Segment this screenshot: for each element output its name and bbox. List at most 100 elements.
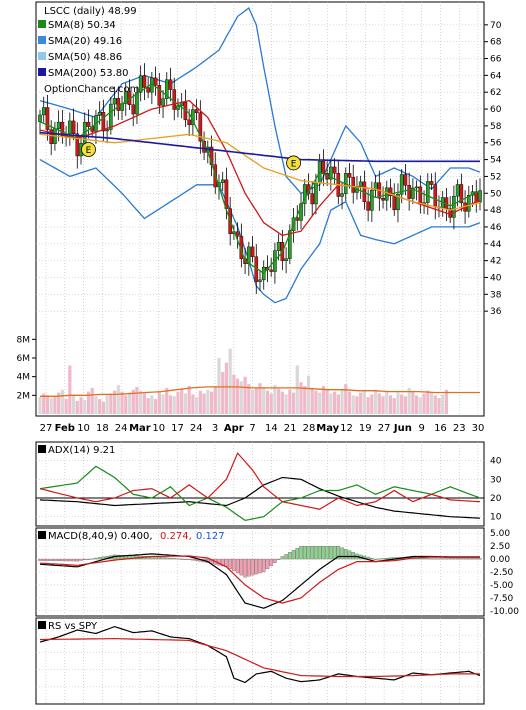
candle-up bbox=[112, 98, 117, 105]
adx-legend-swatch bbox=[38, 445, 46, 453]
rs-title: RS vs SPY bbox=[48, 621, 98, 632]
date-label: 12 bbox=[340, 423, 353, 434]
volume-bar bbox=[109, 393, 113, 414]
volume-bar bbox=[269, 393, 273, 414]
volume-bar bbox=[433, 395, 437, 414]
candle-down bbox=[250, 246, 255, 257]
macd-histogram-bar bbox=[463, 558, 467, 560]
macd-histogram-bar bbox=[116, 554, 121, 560]
legend-item: SMA(20) 49.16 bbox=[48, 36, 122, 47]
adx-title: ADX(14) 9.21 bbox=[48, 445, 115, 456]
volume-bar bbox=[90, 387, 94, 414]
macd-histogram-bar bbox=[433, 558, 438, 560]
volume-bar bbox=[280, 391, 284, 414]
candle-down bbox=[403, 174, 408, 186]
candle-up bbox=[138, 75, 143, 93]
candle-up bbox=[478, 190, 482, 203]
volume-bar bbox=[362, 390, 367, 414]
volume-bar bbox=[366, 397, 370, 414]
macd-tick-label: 2.50 bbox=[490, 542, 510, 552]
volume-bar bbox=[68, 365, 72, 414]
macd-histogram-bar bbox=[284, 554, 288, 560]
macd-histogram-bar bbox=[455, 558, 460, 560]
volume-bar bbox=[161, 394, 165, 414]
rs-panel: RS vs SPY bbox=[36, 621, 484, 688]
volume-bar bbox=[377, 393, 381, 414]
date-label: Jun bbox=[393, 423, 412, 434]
volume-bar bbox=[38, 397, 42, 414]
macd-tick-label: 5.00 bbox=[490, 529, 510, 539]
volume-bar bbox=[344, 384, 348, 414]
date-label: 27 bbox=[378, 423, 391, 434]
candle-down bbox=[49, 129, 53, 144]
volume-bar bbox=[329, 393, 333, 414]
macd-histogram-bar bbox=[299, 545, 303, 560]
candle-up bbox=[467, 195, 471, 212]
candle-up bbox=[288, 230, 292, 259]
volume-bar bbox=[332, 391, 337, 414]
earnings-marker-label: E bbox=[291, 159, 297, 169]
macd-histogram-bar bbox=[228, 558, 232, 570]
macd-tick-label: -7.50 bbox=[490, 594, 514, 604]
candle-up bbox=[56, 121, 61, 129]
legend-item: SMA(200) 53.80 bbox=[48, 68, 129, 79]
macd-histogram-bar bbox=[329, 545, 333, 560]
legend-swatch bbox=[38, 20, 46, 28]
macd-histogram-bar bbox=[157, 556, 162, 560]
volume-bar bbox=[64, 399, 68, 414]
macd-histogram-bar bbox=[381, 558, 385, 560]
volume-bar bbox=[53, 396, 57, 414]
volume-bar bbox=[42, 393, 46, 414]
macd-histogram-bar bbox=[97, 557, 102, 560]
candle-up bbox=[97, 112, 102, 116]
date-label: 17 bbox=[171, 423, 184, 434]
macd-histogram-bar bbox=[448, 558, 452, 560]
volume-bar bbox=[139, 390, 143, 414]
price-tick-label: 58 bbox=[490, 122, 502, 132]
candle-down bbox=[418, 186, 423, 205]
date-label: 24 bbox=[115, 423, 128, 434]
volume-bar bbox=[198, 390, 202, 414]
candle-down bbox=[347, 173, 352, 178]
macd-histogram-bar bbox=[86, 558, 91, 560]
line-sma8 bbox=[39, 83, 481, 275]
volume-bar bbox=[422, 393, 426, 414]
candle-down bbox=[116, 98, 121, 111]
macd-histogram-bar bbox=[191, 558, 195, 561]
earnings-marker-1 bbox=[81, 142, 96, 157]
volume-tick-label: 6M bbox=[17, 354, 31, 364]
macd-histogram-bar bbox=[235, 558, 240, 574]
volume-tick-label: 4M bbox=[17, 373, 31, 383]
candle-up bbox=[38, 114, 42, 122]
adx-panel: 40 30 20 10 ADX(14) 9.21 bbox=[36, 445, 502, 523]
price-tick-label: 56 bbox=[490, 139, 502, 149]
macd-histogram-bar bbox=[340, 547, 344, 560]
date-label: 28 bbox=[303, 423, 316, 434]
price-tick-label: 44 bbox=[490, 240, 502, 250]
macd-histogram-bar bbox=[243, 558, 247, 578]
price-tick-label: 62 bbox=[490, 88, 501, 98]
earnings-marker-2 bbox=[286, 155, 301, 171]
price-tick-label: 54 bbox=[490, 156, 502, 166]
volume-bar bbox=[146, 398, 150, 414]
candle-down bbox=[153, 77, 158, 86]
volume-bar bbox=[116, 385, 120, 414]
candle-up bbox=[414, 186, 419, 189]
macd-histogram-bar bbox=[325, 545, 329, 560]
candle-down bbox=[366, 201, 370, 211]
volume-bar bbox=[168, 395, 173, 414]
macd-histogram-bar bbox=[261, 558, 266, 573]
candle-up bbox=[370, 189, 374, 211]
candle-up bbox=[314, 182, 318, 205]
date-label: 21 bbox=[284, 423, 297, 434]
volume-bar bbox=[120, 391, 124, 414]
macd-histogram-bar bbox=[351, 552, 355, 560]
volume-bar bbox=[385, 391, 389, 414]
candle-down bbox=[194, 109, 199, 114]
volume-bar bbox=[135, 386, 139, 414]
volume-bar bbox=[250, 389, 255, 414]
volume-bar bbox=[388, 395, 393, 414]
price-tick-label: 66 bbox=[490, 55, 502, 65]
candle-down bbox=[321, 160, 326, 174]
watermark: OptionChance.com bbox=[44, 84, 139, 95]
